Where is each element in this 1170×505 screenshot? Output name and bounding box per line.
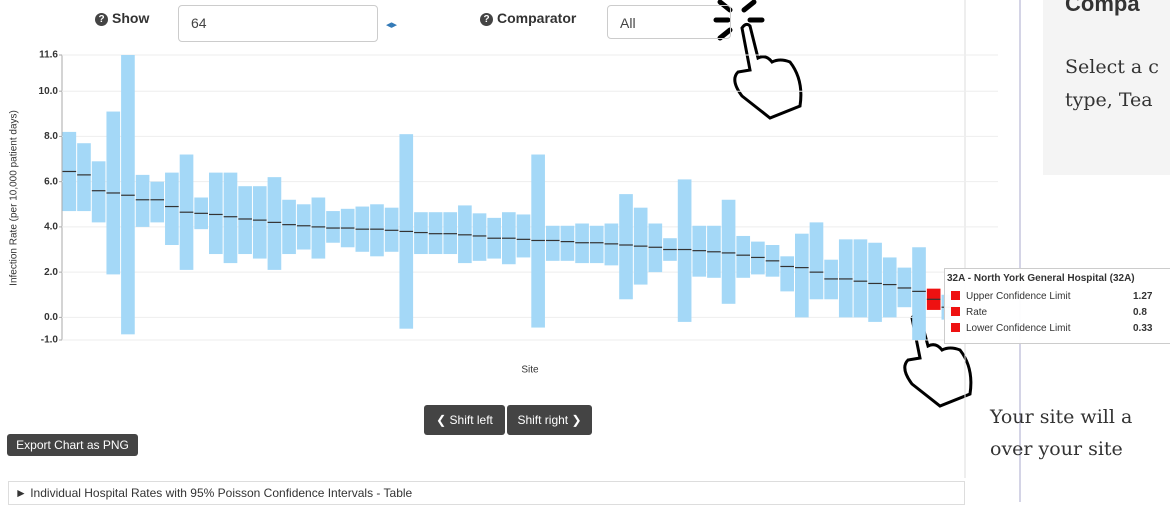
tooltip-name: Upper Confidence Limit (966, 291, 1071, 302)
comparator-select[interactable]: All (607, 5, 731, 39)
panel-heading: Compa (1065, 0, 1140, 16)
tooltip-value: 0.8 (1133, 307, 1147, 318)
confidence-bar (370, 204, 384, 257)
confidence-bar (135, 174, 150, 227)
confidence-bar (91, 161, 106, 223)
confidence-bar (209, 172, 223, 255)
panel-text: Your site will a (990, 406, 1133, 428)
confidence-bar (809, 222, 824, 300)
confidence-bar (282, 199, 296, 255)
y-tick-label: 10.0 (39, 86, 59, 97)
confidence-bar (868, 242, 882, 322)
panel-text: type, Tea (1065, 89, 1153, 111)
confidence-bar (252, 186, 267, 259)
y-tick-label: 11.6 (39, 50, 58, 61)
tooltip-title: 32A - North York General Hospital (32A) (947, 273, 1135, 284)
confidence-bar (223, 172, 238, 264)
confidence-bar (589, 225, 604, 264)
confidence-bar (780, 256, 794, 292)
confidence-bar (516, 214, 531, 258)
confidence-bar (238, 186, 252, 255)
confidence-bar (311, 197, 326, 259)
y-tick-label: 0.0 (44, 312, 58, 323)
y-tick-label: 6.0 (44, 176, 58, 187)
show-input[interactable]: 64 (178, 5, 378, 42)
confidence-bar (77, 143, 91, 212)
shift-right-button[interactable]: Shift right ❯ (507, 405, 592, 435)
confidence-bar (677, 179, 692, 322)
y-tick-label: 4.0 (44, 222, 58, 233)
confidence-bar (472, 213, 487, 261)
confidence-bar (296, 204, 311, 250)
export-button[interactable]: Export Chart as PNG (7, 434, 138, 456)
tooltip-value: 1.27 (1133, 291, 1153, 302)
y-axis-label: Infection Rate (per 10,000 patient days) (9, 110, 20, 286)
y-tick-label: 2.0 (44, 267, 58, 278)
button-text: Shift left (449, 413, 493, 427)
confidence-bar (721, 199, 736, 304)
shift-left-button[interactable]: ❮ Shift left (424, 405, 505, 435)
confidence-bar (882, 257, 897, 318)
confidence-bar (619, 194, 633, 300)
show-label: ? Show (95, 10, 149, 26)
table-toggle[interactable]: ► Individual Hospital Rates with 95% Poi… (8, 481, 965, 505)
comparator-label: ? Comparator (480, 10, 576, 26)
tooltip-row: Upper Confidence Limit 1.27 (947, 289, 1170, 305)
confidence-bar (545, 225, 560, 261)
y-tick-label: -1.0 (41, 335, 59, 346)
confidence-bar (853, 239, 868, 318)
comparator-text: Comparator (497, 10, 577, 26)
table-toggle-text: Individual Hospital Rates with 95% Poiss… (30, 486, 413, 500)
tooltip-name: Rate (966, 307, 988, 318)
tooltip-name: Lower Confidence Limit (966, 323, 1071, 334)
y-tick-label: 8.0 (44, 131, 58, 142)
confidence-bar (165, 172, 179, 245)
confidence-bar (560, 225, 575, 261)
info-panel (1043, 0, 1170, 175)
confidence-bar (736, 235, 751, 278)
tooltip-value: 0.33 (1133, 323, 1153, 334)
confidence-bar (326, 211, 340, 243)
x-axis-label: Site (521, 365, 539, 376)
show-text: Show (112, 10, 150, 26)
panel-text: over your site (990, 438, 1123, 460)
confidence-bar (912, 247, 926, 340)
hand-cursor (733, 22, 803, 120)
button-text: Shift right (517, 413, 569, 427)
tooltip: 32A - North York General Hospital (32A) … (944, 268, 1170, 344)
confidence-bar (150, 181, 165, 223)
confidence-bar (795, 233, 809, 318)
confidence-bar (267, 177, 282, 270)
spinner-icon[interactable]: ◂▸ (386, 19, 398, 31)
panel-text: Select a c (1065, 56, 1159, 78)
tooltip-row: Rate 0.8 (947, 305, 1170, 321)
tooltip-row: Lower Confidence Limit 0.33 (947, 321, 1170, 337)
